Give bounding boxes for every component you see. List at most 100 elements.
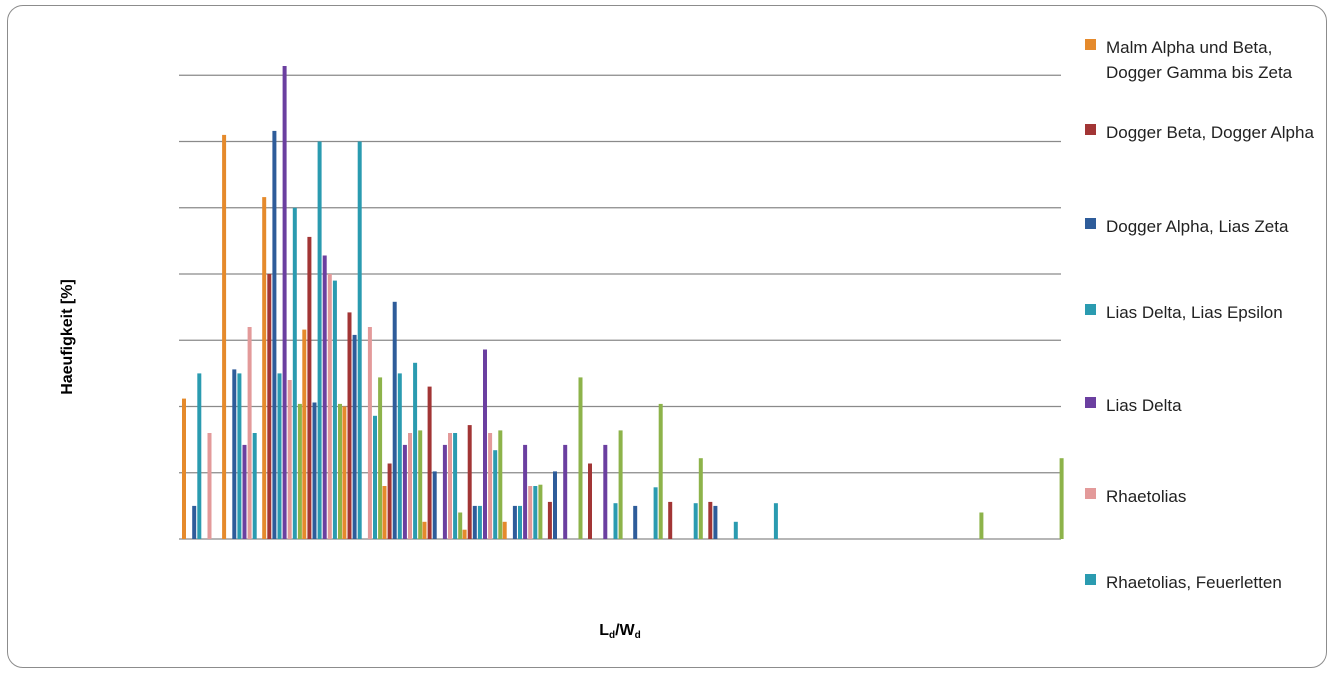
bar <box>713 505 718 539</box>
bar <box>633 505 638 539</box>
bar <box>352 334 357 539</box>
bar <box>342 406 347 539</box>
bar <box>498 430 503 539</box>
bar <box>658 403 663 539</box>
bar <box>338 403 342 539</box>
bar <box>613 503 618 539</box>
bar <box>472 505 477 539</box>
bar <box>247 327 252 539</box>
bar <box>332 280 337 539</box>
bar <box>267 274 272 539</box>
bar <box>618 430 623 539</box>
bar <box>222 134 227 539</box>
x-axis-label: Ld/Wd <box>540 622 700 641</box>
x-label-main: L <box>599 622 609 639</box>
bar <box>979 512 984 539</box>
bar <box>378 377 383 539</box>
bar <box>397 373 402 539</box>
bar <box>533 486 538 539</box>
bar <box>317 141 322 539</box>
x-label-sub-2: d <box>634 630 641 641</box>
bar <box>427 386 432 539</box>
bar <box>453 433 458 539</box>
legend-swatch <box>1085 304 1096 315</box>
bar <box>402 444 407 539</box>
legend-label: Malm Alpha und Beta, Dogger Gamma bis Ze… <box>1106 38 1293 82</box>
legend-label: Lias Delta, Lias Epsilon <box>1106 303 1283 322</box>
bar <box>347 312 352 539</box>
bar <box>547 501 552 539</box>
bar <box>282 66 287 539</box>
bar <box>523 444 528 539</box>
bar <box>287 380 292 539</box>
bar <box>373 415 377 539</box>
bar <box>357 141 362 539</box>
x-label-sub-1: d <box>609 630 616 641</box>
chart-frame <box>7 5 1327 668</box>
bar <box>413 362 418 539</box>
bar <box>528 486 533 539</box>
bar <box>292 207 297 540</box>
legend-swatch <box>1085 574 1096 585</box>
bar <box>408 433 412 539</box>
bar <box>708 501 713 539</box>
bar <box>197 373 202 539</box>
bar <box>477 505 482 539</box>
legend-swatch <box>1085 397 1096 408</box>
bar <box>232 369 237 539</box>
bar <box>277 373 282 539</box>
bar <box>563 444 568 539</box>
bar <box>432 471 437 539</box>
bar <box>462 529 467 539</box>
bar <box>458 512 463 539</box>
bar <box>467 425 472 539</box>
bar <box>578 377 583 539</box>
legend-swatch <box>1085 39 1096 50</box>
legend-label: Dogger Alpha, Lias Zeta <box>1106 217 1289 236</box>
bar <box>182 398 186 539</box>
bar <box>518 505 522 539</box>
bar <box>603 444 608 539</box>
bar <box>237 373 242 539</box>
bar <box>418 430 423 539</box>
bar <box>488 433 493 539</box>
bar <box>538 484 543 539</box>
bars <box>182 66 1064 540</box>
legend-label: Rhaetolias, Feuerletten <box>1106 573 1282 592</box>
legend-label: Lias Delta <box>1106 396 1182 415</box>
bar <box>297 403 302 539</box>
bar <box>422 521 427 539</box>
bar <box>668 501 673 539</box>
legend-swatch <box>1085 488 1096 499</box>
bar <box>502 521 507 539</box>
legend-swatch <box>1085 218 1096 229</box>
legend-swatch <box>1085 124 1096 135</box>
bar <box>493 450 498 539</box>
bar <box>392 301 397 539</box>
bar <box>322 255 327 539</box>
bar <box>272 130 277 539</box>
x-label-mid: /W <box>615 622 635 639</box>
legend-label: Dogger Beta, Dogger Alpha <box>1106 123 1314 142</box>
bar <box>512 505 517 539</box>
bar <box>262 197 267 539</box>
bar <box>588 463 592 539</box>
bar <box>653 487 658 539</box>
bar <box>307 236 312 539</box>
bar <box>312 402 317 539</box>
bar <box>773 503 778 539</box>
bar <box>382 486 387 539</box>
bar <box>192 505 197 539</box>
bar <box>327 274 332 539</box>
bar <box>387 463 392 539</box>
bar <box>1059 458 1064 539</box>
bar <box>733 521 738 539</box>
bar <box>553 471 557 539</box>
bar <box>442 444 447 539</box>
bar <box>242 444 247 539</box>
bar <box>448 433 452 539</box>
bar <box>483 349 487 539</box>
bar <box>698 458 703 539</box>
bar <box>207 433 212 539</box>
